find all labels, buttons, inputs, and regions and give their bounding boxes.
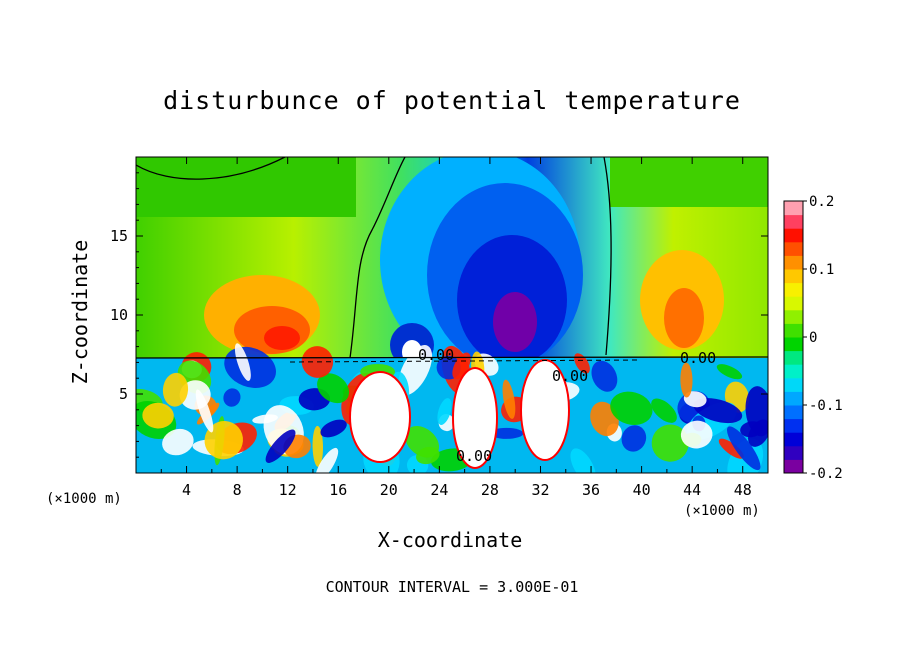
heatmap-field bbox=[136, 157, 768, 473]
colorbar-segment bbox=[784, 350, 803, 365]
colorbar-tick-label: -0.2 bbox=[809, 466, 843, 482]
turbulence-blob bbox=[740, 421, 763, 438]
contour-label: 0.00 bbox=[680, 349, 716, 367]
colorbar-segment bbox=[784, 445, 803, 460]
colorbar-segment bbox=[784, 459, 803, 474]
colorbar-tick-label: 0.1 bbox=[809, 262, 834, 278]
colorbar-segment bbox=[784, 282, 803, 297]
colorbar-segment bbox=[784, 255, 803, 270]
contour-interval-note: CONTOUR INTERVAL = 3.000E-01 bbox=[325, 578, 579, 596]
turbulence-blob bbox=[195, 389, 214, 433]
turbulence-blob bbox=[265, 429, 296, 463]
turbulence-blob bbox=[726, 426, 761, 471]
turbulence-blob bbox=[680, 420, 713, 449]
colorbar-segment bbox=[784, 391, 803, 406]
x-tick-label: 20 bbox=[380, 481, 398, 499]
x-tick-label: 32 bbox=[531, 481, 549, 499]
turbulence-blob bbox=[502, 379, 516, 419]
colorbar-segment bbox=[784, 296, 803, 311]
turbulence-blob bbox=[680, 362, 693, 398]
x-tick-label: 48 bbox=[734, 481, 752, 499]
colorbar-segment bbox=[784, 364, 803, 379]
turbulence-blob bbox=[718, 438, 744, 459]
turbulence-blob bbox=[416, 446, 440, 465]
turbulence-blob bbox=[234, 343, 251, 381]
y-axis: 5 10 15 bbox=[110, 172, 768, 458]
colorbar-segment bbox=[784, 214, 803, 229]
colorbar: 0.2 0.1 0 -0.1 -0.2 bbox=[783, 194, 843, 482]
colorbar-segment bbox=[784, 432, 803, 447]
turbulence-blob bbox=[621, 425, 647, 452]
contour-labels: 0.00 0.00 0.00 0.00 bbox=[418, 346, 716, 465]
colorbar-segment bbox=[784, 337, 803, 352]
x-unit-left: (×1000 m) bbox=[46, 491, 122, 507]
turbulence-blob bbox=[489, 427, 524, 439]
colorbar-segment bbox=[784, 377, 803, 392]
turbulence-blob bbox=[716, 364, 743, 380]
colorbar-segment bbox=[784, 309, 803, 324]
colorbar-tick-label: -0.1 bbox=[809, 398, 843, 414]
x-tick-label: 40 bbox=[633, 481, 651, 499]
chart-title: disturbunce of potential temperature bbox=[163, 86, 741, 115]
turbulence-blob bbox=[452, 352, 471, 380]
turbulence-blob bbox=[223, 388, 241, 407]
turbulence-blob bbox=[162, 428, 194, 456]
turbulence-blob bbox=[610, 391, 653, 425]
colorbar-segment bbox=[784, 228, 803, 243]
turbulence-blob bbox=[651, 424, 689, 462]
x-tick-label: 36 bbox=[582, 481, 600, 499]
y-axis-label: Z-coordinate bbox=[68, 239, 92, 385]
contour-label: 0.00 bbox=[418, 346, 454, 364]
x-tick-label: 4 bbox=[182, 481, 191, 499]
colorbar-segment bbox=[784, 405, 803, 420]
colorbar-tick-label: 0.2 bbox=[809, 194, 834, 210]
x-tick-label: 12 bbox=[279, 481, 297, 499]
y-tick-label: 5 bbox=[119, 385, 128, 403]
turbulence-blob bbox=[693, 398, 743, 424]
colorbar-segment bbox=[784, 418, 803, 433]
x-tick-label: 8 bbox=[233, 481, 242, 499]
turbulence-blob bbox=[574, 353, 590, 374]
turbulence-blob bbox=[204, 421, 243, 460]
colorbar-segment bbox=[784, 201, 803, 216]
colorbar-segment bbox=[784, 269, 803, 284]
x-tick-label: 24 bbox=[430, 481, 448, 499]
colorbar-tick-label: 0 bbox=[809, 330, 817, 346]
plume bbox=[452, 367, 498, 469]
turbulence-blob bbox=[570, 448, 596, 473]
x-tick-label: 28 bbox=[481, 481, 499, 499]
colorbar-segment bbox=[784, 241, 803, 256]
x-axis: 4 8 12 16 20 24 28 32 36 40 44 48 bbox=[160, 157, 752, 499]
colorbar-segment bbox=[784, 323, 803, 338]
x-unit-right: (×1000 m) bbox=[684, 503, 760, 519]
plume bbox=[349, 371, 411, 463]
x-tick-label: 16 bbox=[329, 481, 347, 499]
contour-label: 0.00 bbox=[552, 367, 588, 385]
y-tick-label: 15 bbox=[110, 227, 128, 245]
x-tick-label: 44 bbox=[683, 481, 701, 499]
turbulence-blob bbox=[162, 372, 189, 407]
turbulence-blob bbox=[317, 373, 350, 404]
turbulence-blob bbox=[437, 398, 452, 425]
contour-label: 0.00 bbox=[456, 447, 492, 465]
turbulence-blob bbox=[651, 398, 677, 423]
x-axis-label: X-coordinate bbox=[377, 528, 523, 552]
turbulence-blob bbox=[142, 402, 174, 429]
turbulence-blob bbox=[320, 419, 347, 438]
turbulence-blob bbox=[312, 425, 324, 467]
y-tick-label: 10 bbox=[110, 306, 128, 324]
plume bbox=[520, 359, 570, 461]
turbulence-blob bbox=[591, 360, 618, 392]
